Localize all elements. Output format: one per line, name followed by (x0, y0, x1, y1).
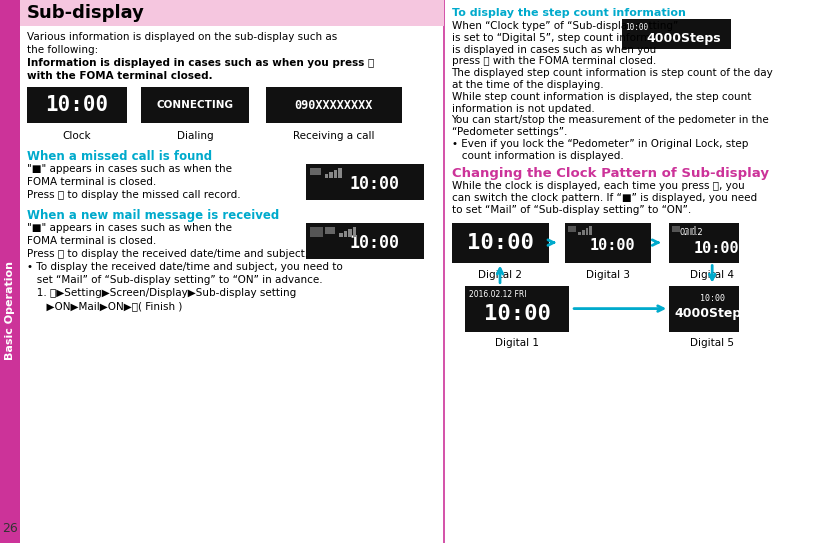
Text: at the time of the displaying.: at the time of the displaying. (452, 80, 603, 90)
Text: Digital 1: Digital 1 (496, 338, 540, 348)
Bar (348, 229, 352, 237)
Bar (306, 164, 425, 200)
Bar (586, 228, 588, 235)
Text: 10:00: 10:00 (626, 23, 649, 32)
Bar (310, 168, 321, 175)
Bar (579, 232, 581, 235)
Text: count information is displayed.: count information is displayed. (452, 151, 623, 161)
Bar (683, 232, 685, 235)
Text: Press Ⓡ to display the missed call record.: Press Ⓡ to display the missed call recor… (27, 190, 240, 200)
Text: Dialing: Dialing (177, 131, 214, 141)
Bar (0, 0, 20, 543)
Text: is displayed in cases such as when you: is displayed in cases such as when you (452, 45, 656, 55)
Text: When a new mail message is received: When a new mail message is received (27, 209, 280, 222)
Bar (686, 230, 689, 235)
Text: Information is displayed in cases such as when you press Ⓡ: Information is displayed in cases such a… (27, 58, 374, 68)
Bar (690, 228, 693, 235)
Bar (339, 233, 343, 237)
Text: “Pedometer settings”.: “Pedometer settings”. (452, 127, 567, 137)
Bar (353, 227, 356, 237)
Text: • Even if you lock the “Pedometer” in Original Lock, step: • Even if you lock the “Pedometer” in Or… (452, 139, 748, 149)
Text: Clock: Clock (63, 131, 91, 141)
Bar (694, 225, 696, 235)
Text: When “Clock type” of “Sub-display setting”: When “Clock type” of “Sub-display settin… (452, 21, 678, 31)
Bar (310, 227, 323, 237)
Text: 090XXXXXXXX: 090XXXXXXXX (294, 98, 372, 111)
Text: 02.12: 02.12 (680, 228, 703, 237)
Text: 10:00: 10:00 (46, 95, 108, 115)
Text: Sub-display: Sub-display (27, 4, 145, 22)
Bar (324, 174, 328, 178)
Bar (669, 286, 756, 332)
Text: to set “Mail” of “Sub-display setting” to “ON”.: to set “Mail” of “Sub-display setting” t… (452, 205, 691, 214)
Text: with the FOMA terminal closed.: with the FOMA terminal closed. (27, 71, 213, 81)
Text: While step count information is displayed, the step count: While step count information is displaye… (452, 92, 751, 102)
Text: set “Mail” of “Sub-display setting” to “ON” in advance.: set “Mail” of “Sub-display setting” to “… (27, 275, 323, 285)
Text: can switch the clock pattern. If “■” is displayed, you need: can switch the clock pattern. If “■” is … (452, 193, 756, 203)
Bar (306, 223, 425, 259)
Text: ▶ON▶Mail▶ON▶Ⓡ( Finish ): ▶ON▶Mail▶ON▶Ⓡ( Finish ) (27, 301, 183, 311)
Text: 4000Steps: 4000Steps (646, 31, 721, 45)
Text: press Ⓡ with the FOMA terminal closed.: press Ⓡ with the FOMA terminal closed. (452, 56, 656, 66)
Bar (669, 223, 756, 263)
Text: When a missed call is found: When a missed call is found (27, 150, 213, 163)
Text: FOMA terminal is closed.: FOMA terminal is closed. (27, 236, 156, 246)
Bar (622, 19, 731, 49)
Text: Various information is displayed on the sub-display such as: Various information is displayed on the … (27, 32, 337, 42)
Text: Basic Operation: Basic Operation (5, 261, 15, 359)
Text: 10:00: 10:00 (589, 238, 635, 253)
Text: While the clock is displayed, each time you press Ⓡ, you: While the clock is displayed, each time … (452, 181, 744, 191)
Text: Digital 3: Digital 3 (586, 270, 630, 280)
Text: CONNECTING: CONNECTING (156, 100, 233, 110)
Bar (565, 223, 651, 263)
Text: 2016.02.12 FRI: 2016.02.12 FRI (469, 289, 526, 299)
Text: is set to “Digital 5”, step count information: is set to “Digital 5”, step count inform… (452, 33, 676, 43)
Text: You can start/stop the measurement of the pedometer in the: You can start/stop the measurement of th… (452, 116, 769, 125)
Bar (333, 170, 337, 178)
Text: 10:00: 10:00 (484, 304, 551, 324)
Bar (589, 225, 592, 235)
Text: 10:00: 10:00 (350, 234, 399, 252)
Text: 10:00: 10:00 (350, 175, 399, 193)
Bar (582, 230, 585, 235)
Text: Digital 2: Digital 2 (478, 270, 522, 280)
Text: Digital 4: Digital 4 (690, 270, 734, 280)
Text: "■" appears in cases such as when the: "■" appears in cases such as when the (27, 223, 232, 233)
Bar (329, 172, 333, 178)
Text: information is not updated.: information is not updated. (452, 104, 594, 113)
Bar (338, 168, 341, 178)
Bar (324, 227, 336, 234)
Text: "■" appears in cases such as when the: "■" appears in cases such as when the (27, 164, 232, 174)
Bar (465, 286, 570, 332)
Text: Digital 5: Digital 5 (690, 338, 734, 348)
Text: 4000Steps: 4000Steps (675, 307, 750, 320)
Bar (20, 0, 444, 26)
Text: The displayed step count information is step count of the day: The displayed step count information is … (452, 68, 773, 78)
Bar (452, 223, 548, 263)
Text: 10:00: 10:00 (700, 294, 725, 302)
Text: Press Ⓡ to display the received date/time and subject.: Press Ⓡ to display the received date/tim… (27, 249, 308, 259)
Text: 10:00: 10:00 (694, 241, 739, 256)
Text: FOMA terminal is closed.: FOMA terminal is closed. (27, 177, 156, 187)
Bar (266, 87, 402, 123)
Text: Changing the Clock Pattern of Sub-display: Changing the Clock Pattern of Sub-displa… (452, 167, 769, 180)
Bar (567, 225, 575, 232)
Bar (140, 87, 249, 123)
Text: Receiving a call: Receiving a call (293, 131, 374, 141)
Text: 1. Ⓜ▶Setting▶Screen/Display▶Sub-display setting: 1. Ⓜ▶Setting▶Screen/Display▶Sub-display … (27, 288, 297, 298)
Bar (672, 225, 680, 232)
Bar (27, 87, 127, 123)
Text: To display the step count information: To display the step count information (452, 8, 685, 18)
Text: • To display the received date/time and subject, you need to: • To display the received date/time and … (27, 262, 343, 272)
Text: 10:00: 10:00 (466, 232, 534, 252)
Bar (344, 231, 347, 237)
Text: the following:: the following: (27, 45, 99, 55)
Text: 26: 26 (2, 521, 18, 534)
